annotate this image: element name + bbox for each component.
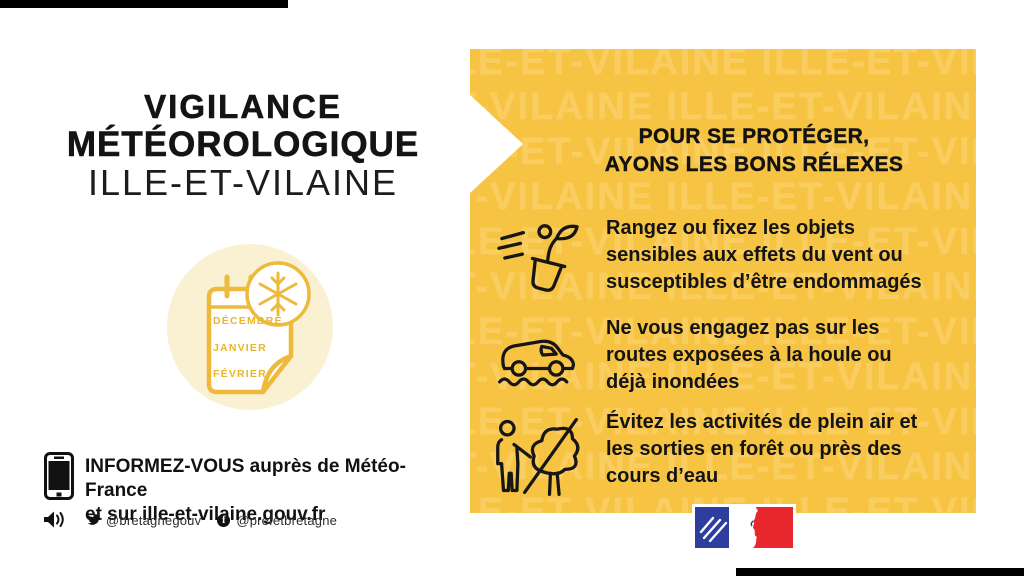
panel-header: POUR SE PROTÉGER, AYONS LES BONS RÉLEXES bbox=[584, 123, 924, 179]
flying-pot-icon bbox=[492, 215, 584, 299]
season-calendar-badge: DÉCEMBRE JANVIER FÉVRIER bbox=[167, 244, 333, 410]
social-handles: @bretagnegouv f @prefetbretagne bbox=[86, 511, 347, 529]
facebook-icon: f bbox=[217, 513, 231, 527]
loudspeaker-icon bbox=[43, 510, 67, 529]
smartphone-icon bbox=[44, 452, 74, 500]
title-line-1: VIGILANCE bbox=[144, 88, 342, 126]
info-text: INFORMEZ-VOUS auprès de Météo-France et … bbox=[85, 455, 465, 527]
calendar-icon: DÉCEMBRE JANVIER FÉVRIER bbox=[167, 244, 333, 410]
panel-header-line-1: POUR SE PROTÉGER, bbox=[638, 125, 870, 148]
twitter-icon bbox=[87, 514, 100, 525]
snowflake-icon bbox=[245, 261, 311, 327]
badge-month-3: FÉVRIER bbox=[213, 367, 267, 380]
advice-item-outdoor: Évitez les activités de plein air et les… bbox=[492, 409, 964, 499]
french-republic-logo bbox=[692, 504, 796, 551]
badge-month-2: JANVIER bbox=[213, 342, 267, 354]
outdoor-activity-icon bbox=[492, 409, 584, 499]
title-line-2: MÉTÉOROLOGIQUE bbox=[66, 125, 420, 164]
advice-text-roads: Ne vous engagez pas sur les routes expos… bbox=[606, 317, 892, 393]
advice-text-objects: Rangez ou fixez les objets sensibles aux… bbox=[606, 217, 922, 293]
info-line-2: et sur ille-et-vilaine.gouv.fr bbox=[85, 504, 326, 525]
page-title: VIGILANCE MÉTÉOROLOGIQUE ILLE-ET-VILAINE bbox=[6, 88, 480, 202]
panel-header-line-2: AYONS LES BONS RÉLEXES bbox=[604, 153, 904, 176]
flooded-road-car-icon bbox=[492, 315, 584, 396]
info-line-1: INFORMEZ-VOUS auprès de Météo-France bbox=[85, 456, 406, 501]
top-left-bar bbox=[0, 0, 288, 8]
advice-panel: ILLE-ET-VILAINE ILLE-ET-VILAINE ILLE-ET-… bbox=[470, 49, 976, 513]
bottom-right-bar bbox=[736, 568, 1024, 576]
twitter-handle: @bretagnegouv bbox=[106, 512, 202, 528]
facebook-handle: @prefetbretagne bbox=[236, 512, 338, 528]
advice-text-outdoor: Évitez les activités de plein air et les… bbox=[606, 411, 918, 487]
badge-month-1: DÉCEMBRE bbox=[213, 314, 283, 327]
advice-item-objects: Rangez ou fixez les objets sensibles aux… bbox=[492, 215, 964, 299]
panel-notch bbox=[470, 95, 523, 193]
advice-item-roads: Ne vous engagez pas sur les routes expos… bbox=[492, 315, 964, 396]
title-line-3: ILLE-ET-VILAINE bbox=[87, 162, 399, 203]
